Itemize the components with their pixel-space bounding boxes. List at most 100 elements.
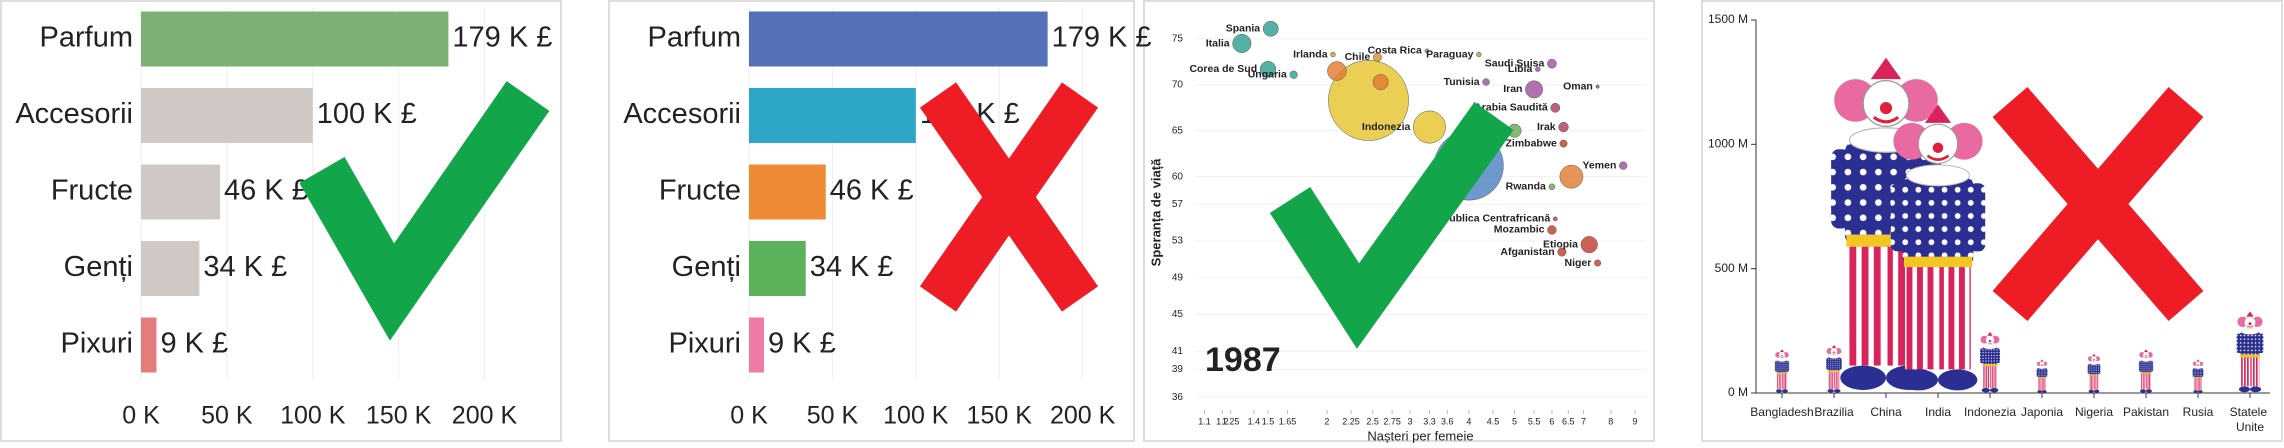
x-tick-label: 150 K	[366, 402, 432, 430]
bubble	[1535, 66, 1541, 72]
value-label: 9 K £	[160, 328, 228, 360]
pictogram-figure	[1774, 349, 1790, 393]
bar	[141, 164, 220, 220]
x-tick-label: 100 K	[280, 402, 346, 430]
bubble	[1594, 259, 1602, 267]
bubble-label: Republica Centrafricană	[1429, 213, 1550, 225]
bubble-label: Costa Rica	[1368, 45, 1422, 57]
bubble	[1289, 70, 1298, 79]
verdict-marks	[299, 81, 2204, 349]
bubble	[1413, 110, 1446, 144]
bubble-label: Niger	[1565, 257, 1592, 269]
y-tick-label: 49	[1172, 272, 1184, 283]
y-tick-label: 60	[1172, 171, 1184, 182]
y-tick-label: 70	[1172, 79, 1184, 90]
value-label: 179 K £	[1052, 22, 1152, 54]
bubble	[1476, 51, 1482, 58]
category-label: Fructe	[51, 175, 133, 207]
bar	[749, 317, 765, 373]
pictogram-figure	[1979, 331, 2001, 393]
bubble	[1327, 61, 1347, 81]
x-tick-label: 100 K	[883, 402, 949, 430]
value-label: 46 K £	[224, 175, 308, 207]
x-tick-label: 200 K	[1050, 402, 1116, 430]
bubble-label: Italia	[1206, 37, 1230, 49]
bubble-label: Indonezia	[1362, 121, 1411, 133]
x-tick-label: 1.2	[1216, 416, 1229, 426]
value-label: 46 K £	[830, 175, 914, 207]
x-tick-label: 7	[1581, 416, 1586, 426]
bubble	[1232, 34, 1252, 53]
y-tick-label: 36	[1172, 392, 1184, 403]
x-tick-label: 50 K	[201, 402, 253, 430]
bubble	[1328, 60, 1409, 141]
bubble-label: Iran	[1503, 83, 1522, 95]
x-tick-label: 2.25	[1342, 416, 1360, 426]
value-label: 34 K £	[203, 251, 287, 283]
category-label: Parfum	[40, 22, 133, 54]
bar	[749, 88, 916, 143]
category-label: Pixuri	[668, 328, 741, 360]
category-label: Accesorii	[623, 98, 741, 130]
x-tick-label: 50 K	[807, 402, 859, 430]
bubble-label: Arabia Saudită	[1474, 102, 1548, 114]
y-tick-label: 0 M	[1728, 385, 1748, 399]
bubble	[1552, 216, 1558, 222]
value-label: 100 K £	[317, 98, 417, 130]
x-tick-label: Statele Unite	[2230, 405, 2271, 434]
bubble-label: Spania	[1226, 23, 1261, 35]
x-tick-label: 3.3	[1423, 416, 1436, 426]
category-label: Pixuri	[60, 328, 133, 360]
y-tick-label: 39	[1172, 364, 1184, 375]
bar	[141, 88, 313, 143]
bubble	[1547, 225, 1557, 235]
x-tick-label: Rusia	[2183, 405, 2214, 419]
bubble	[1373, 52, 1382, 62]
y-axis-label: Speranța de viață	[1148, 158, 1163, 266]
y-tick-label: 75	[1172, 34, 1184, 45]
panel-frame	[0, 0, 562, 442]
bubble	[1330, 51, 1336, 58]
x-tick-label: 3	[1407, 416, 1412, 426]
x-tick-label: Pakistan	[2123, 405, 2169, 419]
y-tick-label: 41	[1172, 346, 1184, 357]
panel-frame	[1143, 0, 1655, 442]
x-tick-label: China	[1870, 405, 1902, 419]
x-tick-label: Japonia	[2021, 405, 2063, 419]
bubble-label: Irak	[1537, 121, 1556, 133]
bubble	[1557, 247, 1567, 257]
bubble	[1559, 164, 1584, 189]
x-tick-label: 150 K	[967, 402, 1033, 430]
x-tick-label: 4	[1466, 416, 1471, 426]
pictogram-figure	[2087, 353, 2101, 393]
bubble	[1482, 78, 1490, 86]
bubble-label: Etiopia	[1543, 238, 1578, 250]
x-tick-label: 1.25	[1222, 416, 1240, 426]
bar	[141, 241, 200, 296]
x-axis-label: Nașteri per femeie	[1367, 428, 1473, 443]
bubble-label: Mozambic	[1494, 224, 1545, 236]
panel-frame	[608, 0, 1135, 442]
cross-mark	[1992, 86, 2204, 322]
bubble-label: Zimbabwe	[1506, 137, 1558, 149]
y-tick-label: 57	[1172, 199, 1184, 210]
x-tick-label: 6	[1549, 416, 1554, 426]
bubble-label: Yemen	[1583, 159, 1617, 171]
bubble-label: Saudi Suisa	[1485, 57, 1545, 69]
x-tick-label: 1.65	[1279, 416, 1297, 426]
x-tick-label: 6.5	[1562, 416, 1575, 426]
x-tick-label: Indonezia	[1964, 405, 2016, 419]
bubble-label: Rwanda	[1506, 181, 1546, 193]
bubble	[1547, 58, 1557, 69]
bubble	[1580, 236, 1598, 254]
x-tick-label: Nigeria	[2075, 405, 2113, 419]
check-mark	[1269, 102, 1514, 349]
bubble	[1595, 84, 1600, 89]
bar	[749, 164, 826, 220]
pictogram-figure	[2138, 349, 2154, 393]
x-tick-label: 5	[1512, 416, 1517, 426]
x-tick-label: 8	[1608, 416, 1613, 426]
x-tick-label: Bangladesh	[1750, 405, 1813, 419]
x-tick-label: 0 K	[730, 402, 768, 430]
